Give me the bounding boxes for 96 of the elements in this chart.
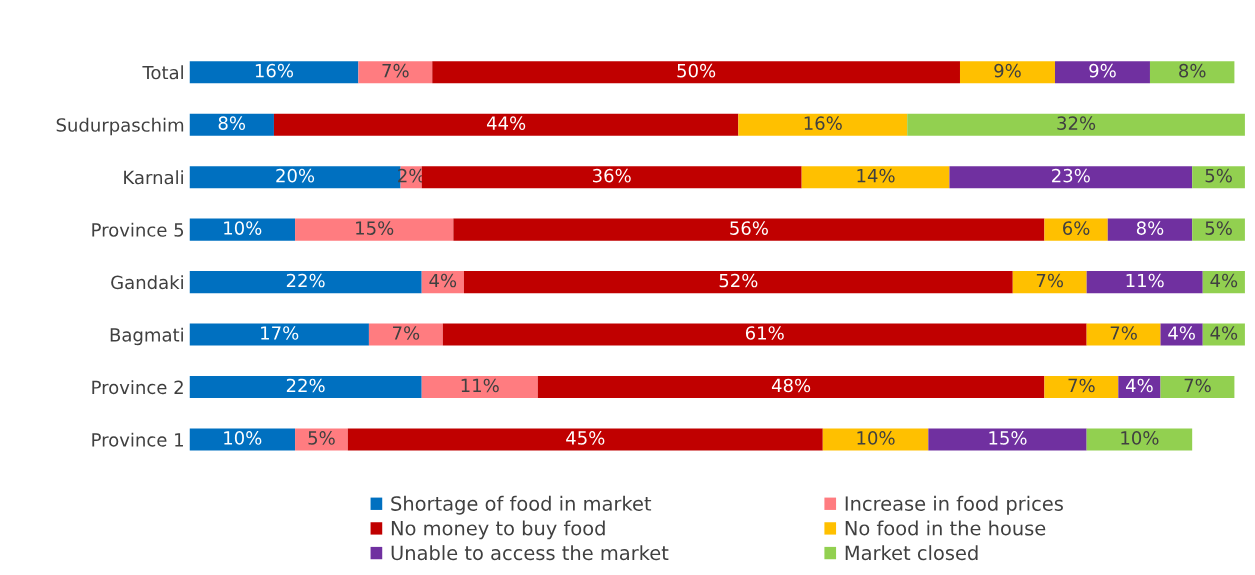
data-label: 7% bbox=[1110, 326, 1137, 340]
bar bbox=[463, 271, 1013, 294]
bar bbox=[1044, 218, 1108, 241]
data-label: 10% bbox=[1121, 431, 1159, 445]
bar bbox=[1086, 271, 1203, 294]
data-label: 8% bbox=[1179, 63, 1206, 78]
data-label: 7% bbox=[393, 326, 420, 340]
bar bbox=[1160, 376, 1235, 399]
bar bbox=[421, 376, 538, 399]
data-label: 15% bbox=[989, 431, 1027, 445]
data-label: 15% bbox=[356, 221, 394, 235]
bar bbox=[453, 218, 1045, 241]
data-label: 50% bbox=[677, 63, 716, 78]
bar bbox=[189, 428, 296, 451]
bar bbox=[1149, 61, 1235, 84]
y-tick-label: Sudurpaschim bbox=[56, 117, 184, 136]
data-label: 14% bbox=[857, 168, 895, 183]
data-label: 16% bbox=[804, 116, 842, 130]
bar bbox=[347, 428, 823, 451]
data-label: 20% bbox=[276, 168, 315, 183]
data-label: 17% bbox=[261, 326, 299, 340]
legend-label: Unable to access the market bbox=[391, 545, 669, 561]
bar bbox=[1012, 271, 1087, 294]
data-label: 7% bbox=[1184, 378, 1211, 393]
bar bbox=[1044, 376, 1119, 399]
y-tick-label: Province 1 bbox=[92, 432, 183, 447]
bar bbox=[949, 166, 1193, 189]
data-label: 45% bbox=[566, 431, 605, 445]
data-label: 8% bbox=[1136, 221, 1164, 235]
bar bbox=[907, 113, 1245, 136]
bar bbox=[1054, 61, 1150, 84]
bar bbox=[189, 218, 296, 241]
bar bbox=[959, 61, 1055, 84]
bar bbox=[537, 376, 1045, 399]
data-label: 10% bbox=[857, 431, 895, 445]
bar bbox=[189, 113, 274, 136]
data-label: 9% bbox=[1089, 63, 1116, 78]
data-label: 6% bbox=[1063, 221, 1090, 235]
y-tick-label: Karnali bbox=[124, 170, 183, 185]
legend-label: Shortage of food in market bbox=[391, 495, 652, 515]
bar bbox=[1107, 218, 1193, 241]
data-label: 22% bbox=[286, 273, 325, 288]
data-label: 9% bbox=[994, 63, 1021, 78]
data-label: 4% bbox=[1168, 326, 1195, 340]
data-label: 32% bbox=[1057, 116, 1096, 130]
data-label: 56% bbox=[730, 221, 768, 235]
data-label: 11% bbox=[461, 378, 499, 393]
data-label: 5% bbox=[1205, 221, 1232, 235]
y-tick-label: Province 2 bbox=[92, 380, 183, 395]
bar bbox=[801, 166, 950, 189]
data-label: 61% bbox=[745, 326, 784, 340]
bar bbox=[189, 323, 369, 346]
y-tick-label: Province 5 bbox=[92, 222, 184, 237]
bar bbox=[432, 61, 960, 84]
data-label: 52% bbox=[719, 273, 758, 288]
bar bbox=[189, 271, 422, 294]
data-label: 4% bbox=[1210, 326, 1238, 340]
data-label: 5% bbox=[308, 431, 335, 445]
data-label: 16% bbox=[255, 63, 294, 78]
bar bbox=[358, 61, 433, 84]
bar bbox=[189, 61, 359, 84]
data-label: 22% bbox=[286, 378, 325, 393]
data-label: 23% bbox=[1052, 168, 1090, 183]
bar bbox=[822, 428, 929, 451]
data-label: 7% bbox=[1068, 378, 1095, 393]
data-label: 10% bbox=[224, 221, 262, 235]
legend-label: Increase in food prices bbox=[845, 495, 1063, 515]
data-label: 4% bbox=[1125, 378, 1153, 393]
bar bbox=[421, 166, 802, 189]
bar bbox=[442, 323, 1087, 346]
data-label: 5% bbox=[1205, 168, 1232, 183]
legend-label: Market closed bbox=[845, 545, 978, 561]
data-label: 36% bbox=[593, 168, 631, 183]
data-label: 7% bbox=[382, 63, 409, 78]
data-label: 7% bbox=[1036, 273, 1064, 288]
legend-label: No money to buy food bbox=[391, 520, 605, 540]
y-tick-label: Gandaki bbox=[111, 275, 183, 290]
data-label: 48% bbox=[771, 378, 811, 393]
bar bbox=[738, 113, 908, 136]
data-label: 8% bbox=[218, 116, 246, 130]
data-label: 10% bbox=[224, 431, 262, 445]
bar bbox=[273, 113, 739, 136]
data-label: 11% bbox=[1126, 273, 1164, 288]
bar bbox=[1086, 428, 1193, 451]
y-tick-label: Bagmati bbox=[110, 327, 183, 346]
legend-label: No food in the house bbox=[845, 520, 1046, 536]
data-label: 4% bbox=[1210, 273, 1238, 288]
bar bbox=[295, 428, 348, 451]
bar bbox=[189, 376, 422, 399]
bar bbox=[295, 218, 454, 241]
data-label: 44% bbox=[486, 116, 526, 130]
bar bbox=[928, 428, 1087, 451]
data-label: 4% bbox=[429, 273, 457, 288]
bar bbox=[1086, 323, 1161, 346]
bar bbox=[368, 323, 443, 346]
y-tick-label: Total bbox=[142, 65, 183, 80]
